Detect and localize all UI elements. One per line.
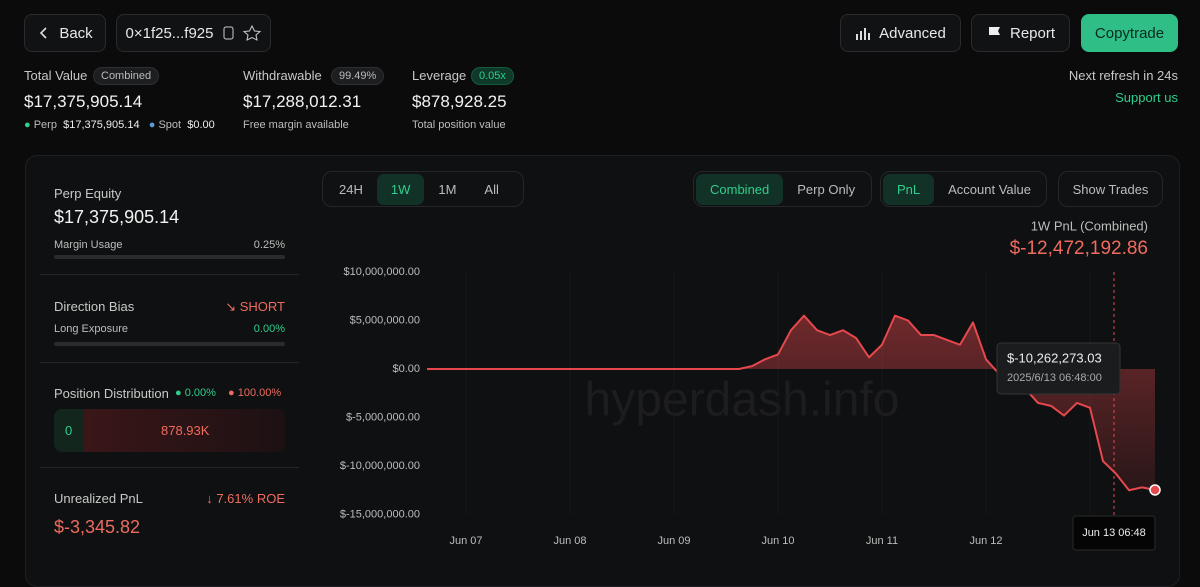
chart: hyperdash.info 1W PnL (Combined) $-12,47…: [340, 218, 1161, 551]
back-label: Back: [59, 24, 93, 42]
line: [427, 314, 1156, 492]
icons[interactable]: [222, 25, 262, 41]
crosshair-label: Jun 13 06:48: [1082, 527, 1146, 539]
text: 7.61% ROE: [216, 491, 285, 506]
icon: [40, 27, 47, 39]
label: Direction Bias: [54, 299, 135, 314]
value: $17,375,905.14: [24, 92, 143, 111]
tab[interactable]: 24H: [339, 181, 363, 197]
icon: [988, 27, 1000, 40]
address: 0×1f25...f925: [125, 24, 214, 42]
crosshair-label-box: [1072, 515, 1156, 551]
button-label: Report: [1009, 24, 1056, 42]
y-tick-label: $-10,000,000.00: [340, 460, 420, 472]
button-label: Copytrade: [1094, 24, 1165, 42]
bar-track: [54, 255, 285, 259]
y-tick-label: $-15,000,000.00: [340, 508, 420, 520]
label: Withdrawable: [243, 68, 322, 83]
area-fill: [427, 315, 1155, 491]
sub: ● Perp $17,375,905.14 ● Spot $0.00: [24, 119, 215, 131]
panel: [25, 155, 1180, 587]
copytrade-button[interactable]: Copytrade: [1081, 14, 1178, 52]
badge: 99.49%: [331, 67, 385, 85]
value: $0.00: [187, 119, 215, 131]
text: 100.00%: [237, 387, 282, 399]
label: Position Distribution: [54, 386, 169, 401]
distribution-bar: [54, 409, 285, 452]
y-tick-label: $0.00: [392, 363, 420, 375]
badge: Combined: [93, 67, 160, 85]
text: SHORT: [239, 299, 285, 314]
label: Total Value: [24, 68, 88, 83]
value: 0: [65, 423, 73, 438]
value: $17,375,905.14: [54, 207, 180, 227]
advanced-button[interactable]: Advanced: [840, 14, 961, 52]
tab[interactable]: Account Value: [948, 181, 1032, 197]
bar-track: [54, 342, 285, 346]
support-link[interactable]: Support us: [1115, 90, 1178, 105]
tooltip-value: $-10,262,273.03: [1007, 350, 1102, 365]
label: Leverage: [412, 68, 467, 83]
divider: [40, 274, 299, 275]
x-tick-label: Jun 10: [761, 535, 794, 547]
value: 0.25%: [253, 239, 285, 251]
y-tick-label: $5,000,000.00: [350, 314, 420, 326]
tab[interactable]: 1M: [438, 181, 457, 197]
text: 0.00%: [184, 387, 216, 399]
label: Perp Equity: [54, 186, 122, 201]
value: $17,375,905.14: [63, 119, 140, 131]
x-tick-label: Jun 08: [553, 535, 586, 547]
refresh: Next refresh in 24s: [1068, 68, 1178, 83]
x-tick-label: Jun 12: [969, 535, 1002, 547]
value: ● 0.00%: [175, 387, 216, 399]
y-tick-label: $10,000,000.00: [344, 266, 420, 278]
page: Back 0×1f25...f925 Advanced Report Copyt…: [24, 14, 1180, 587]
x-tick-label: Jun 09: [657, 535, 690, 547]
icon: [856, 28, 871, 40]
range-tabs: 24H 1W 1M All: [322, 171, 524, 207]
value: 0.00%: [253, 323, 285, 335]
watermark: hyperdash.info: [585, 374, 900, 427]
note: Total position value: [412, 119, 506, 131]
note: Free margin available: [243, 119, 349, 131]
metric-tabs: PnL Account Value: [880, 171, 1047, 207]
mode-tabs: Combined Perp Only: [693, 171, 872, 207]
label: Unrealized PnL: [54, 491, 143, 506]
back-button[interactable]: Back: [24, 14, 106, 52]
badge: 0.05x: [471, 67, 514, 85]
chart-title: 1W PnL (Combined): [1031, 218, 1148, 233]
tooltip-time: 2025/6/13 06:48:00: [1007, 372, 1102, 384]
value: ↘ SHORT: [225, 299, 285, 314]
label: Long Exposure: [54, 323, 128, 335]
address-box: 0×1f25...f925: [116, 14, 271, 52]
value: $-3,345.82: [54, 517, 141, 537]
y-tick-label: $-5,000,000.00: [346, 411, 420, 423]
divider: [40, 362, 299, 363]
tab[interactable]: All: [484, 181, 499, 197]
value: ● 100.00%: [228, 387, 282, 399]
value: 878.93K: [161, 423, 210, 438]
label: Perp: [33, 119, 57, 131]
end-point: [1149, 484, 1161, 496]
value: $17,288,012.31: [243, 92, 362, 111]
x-tick-label: Jun 11: [866, 535, 898, 547]
x-tick-label: Jun 07: [449, 535, 482, 547]
value: $878,928.25: [412, 92, 507, 111]
tab[interactable]: Combined: [696, 173, 784, 205]
button-label: Advanced: [879, 24, 946, 42]
tab[interactable]: PnL: [883, 173, 935, 205]
label: Spot: [158, 119, 182, 131]
tab[interactable]: Show Trades: [1072, 181, 1149, 197]
value: ↓ 7.61% ROE: [206, 491, 285, 506]
divider: [40, 467, 299, 468]
report-button[interactable]: Report: [971, 14, 1070, 52]
tooltip: [996, 342, 1121, 395]
tab[interactable]: Perp Only: [797, 181, 856, 197]
chart-subtitle: $-12,472,192.86: [1010, 238, 1148, 259]
label: Margin Usage: [54, 239, 123, 251]
trades-button[interactable]: Show Trades: [1058, 171, 1163, 207]
tab[interactable]: 1W: [376, 173, 425, 205]
